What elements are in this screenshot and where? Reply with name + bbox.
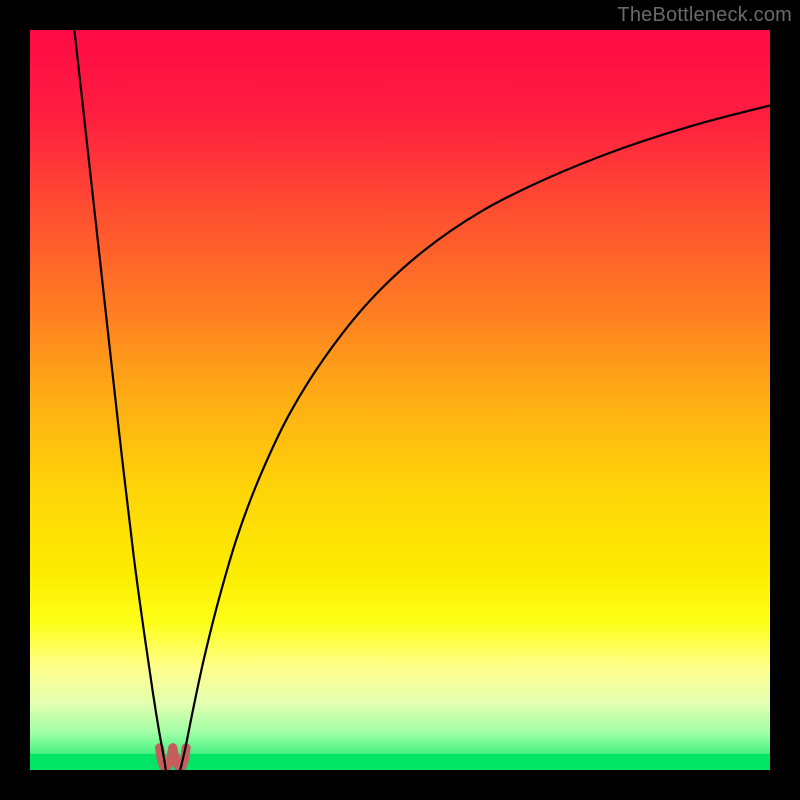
curve-left-branch bbox=[74, 30, 165, 770]
curve-overlay bbox=[30, 30, 770, 770]
plot-area bbox=[30, 30, 770, 770]
chart-container: TheBottleneck.com bbox=[0, 0, 800, 800]
curve-right-branch bbox=[180, 105, 770, 770]
watermark-text: TheBottleneck.com bbox=[617, 4, 792, 27]
